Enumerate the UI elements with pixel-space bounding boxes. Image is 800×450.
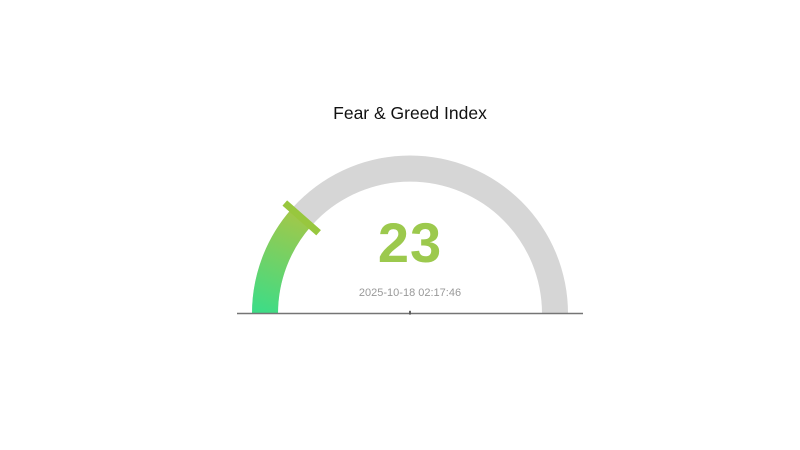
gauge-fill-arc [252,208,312,314]
gauge-value: 23 [377,211,443,274]
gauge-track [252,155,568,314]
gauge-timestamp: 2025-10-18 02:17:46 [358,287,462,299]
gauge-threshold-tick [282,200,321,236]
chart-title: Fear & Greed Index [333,103,487,123]
